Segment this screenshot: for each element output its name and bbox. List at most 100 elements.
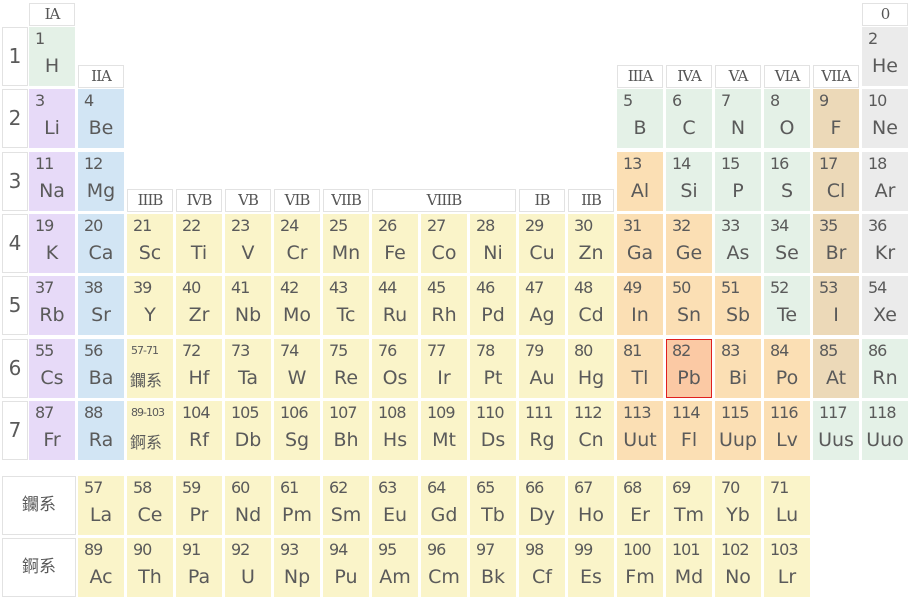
element-Fr[interactable]: 87 Fr — [29, 400, 75, 460]
element-Sm[interactable]: 62 Sm — [323, 476, 369, 535]
element-Y[interactable]: 39 Y — [127, 276, 173, 336]
element-Fm[interactable]: 100 Fm — [617, 538, 663, 597]
element-W[interactable]: 74 W — [274, 338, 320, 398]
element-Sr[interactable]: 38 Sr — [78, 276, 124, 336]
series-placeholder[interactable]: 57-71 鑭系 — [127, 338, 173, 398]
element-Br[interactable]: 35 Br — [813, 213, 859, 273]
element-Po[interactable]: 84 Po — [764, 338, 810, 398]
element-Sb[interactable]: 51 Sb — [715, 276, 761, 336]
element-Zr[interactable]: 40 Zr — [176, 276, 222, 336]
element-In[interactable]: 49 In — [617, 276, 663, 336]
element-Ra[interactable]: 88 Ra — [78, 400, 124, 460]
element-Ga[interactable]: 31 Ga — [617, 213, 663, 273]
element-Cn[interactable]: 112 Cn — [568, 400, 614, 460]
element-Cu[interactable]: 29 Cu — [519, 213, 565, 273]
element-Lu[interactable]: 71 Lu — [764, 476, 810, 535]
element-Be[interactable]: 4 Be — [78, 89, 124, 149]
element-Ce[interactable]: 58 Ce — [127, 476, 173, 535]
element-Tm[interactable]: 69 Tm — [666, 476, 712, 535]
element-Uus[interactable]: 117 Uus — [813, 400, 859, 460]
element-Pu[interactable]: 94 Pu — [323, 538, 369, 597]
element-Cl[interactable]: 17 Cl — [813, 151, 859, 211]
element-No[interactable]: 102 No — [715, 538, 761, 597]
element-Na[interactable]: 11 Na — [29, 151, 75, 211]
element-Pd[interactable]: 46 Pd — [470, 276, 516, 336]
element-Bk[interactable]: 97 Bk — [470, 538, 516, 597]
element-Co[interactable]: 27 Co — [421, 213, 467, 273]
element-Sc[interactable]: 21 Sc — [127, 213, 173, 273]
element-Ir[interactable]: 77 Ir — [421, 338, 467, 398]
element-Nd[interactable]: 60 Nd — [225, 476, 271, 535]
element-Tb[interactable]: 65 Tb — [470, 476, 516, 535]
series-placeholder[interactable]: 89-103 錒系 — [127, 400, 173, 460]
element-Nb[interactable]: 41 Nb — [225, 276, 271, 336]
element-Bi[interactable]: 83 Bi — [715, 338, 761, 398]
element-Re[interactable]: 75 Re — [323, 338, 369, 398]
element-Rg[interactable]: 111 Rg — [519, 400, 565, 460]
element-Cd[interactable]: 48 Cd — [568, 276, 614, 336]
element-Yb[interactable]: 70 Yb — [715, 476, 761, 535]
element-Uut[interactable]: 113 Uut — [617, 400, 663, 460]
element-Al[interactable]: 13 Al — [617, 151, 663, 211]
element-Fe[interactable]: 26 Fe — [372, 213, 418, 273]
element-Dy[interactable]: 66 Dy — [519, 476, 565, 535]
element-At[interactable]: 85 At — [813, 338, 859, 398]
element-U[interactable]: 92 U — [225, 538, 271, 597]
element-Np[interactable]: 93 Np — [274, 538, 320, 597]
element-Cs[interactable]: 55 Cs — [29, 338, 75, 398]
element-Pm[interactable]: 61 Pm — [274, 476, 320, 535]
element-Ac[interactable]: 89 Ac — [78, 538, 124, 597]
element-Lr[interactable]: 103 Lr — [764, 538, 810, 597]
element-Bh[interactable]: 107 Bh — [323, 400, 369, 460]
element-Os[interactable]: 76 Os — [372, 338, 418, 398]
element-Ho[interactable]: 67 Ho — [568, 476, 614, 535]
element-K[interactable]: 19 K — [29, 213, 75, 273]
element-Te[interactable]: 52 Te — [764, 276, 810, 336]
element-Hs[interactable]: 108 Hs — [372, 400, 418, 460]
element-Ne[interactable]: 10 Ne — [862, 89, 908, 149]
element-Mn[interactable]: 25 Mn — [323, 213, 369, 273]
element-Tl[interactable]: 81 Tl — [617, 338, 663, 398]
element-Pa[interactable]: 91 Pa — [176, 538, 222, 597]
element-He[interactable]: 2 He — [862, 27, 908, 86]
element-S[interactable]: 16 S — [764, 151, 810, 211]
element-As[interactable]: 33 As — [715, 213, 761, 273]
element-Se[interactable]: 34 Se — [764, 213, 810, 273]
element-Ar[interactable]: 18 Ar — [862, 151, 908, 211]
element-P[interactable]: 15 P — [715, 151, 761, 211]
element-Ta[interactable]: 73 Ta — [225, 338, 271, 398]
element-I[interactable]: 53 I — [813, 276, 859, 336]
element-Ba[interactable]: 56 Ba — [78, 338, 124, 398]
element-Eu[interactable]: 63 Eu — [372, 476, 418, 535]
element-Cf[interactable]: 98 Cf — [519, 538, 565, 597]
element-Th[interactable]: 90 Th — [127, 538, 173, 597]
element-Es[interactable]: 99 Es — [568, 538, 614, 597]
element-Am[interactable]: 95 Am — [372, 538, 418, 597]
element-Pb[interactable]: 82 Pb — [666, 338, 712, 398]
element-Pr[interactable]: 59 Pr — [176, 476, 222, 535]
element-Rh[interactable]: 45 Rh — [421, 276, 467, 336]
element-Si[interactable]: 14 Si — [666, 151, 712, 211]
element-Zn[interactable]: 30 Zn — [568, 213, 614, 273]
element-Sg[interactable]: 106 Sg — [274, 400, 320, 460]
element-Rn[interactable]: 86 Rn — [862, 338, 908, 398]
element-Uup[interactable]: 115 Uup — [715, 400, 761, 460]
element-Mt[interactable]: 109 Mt — [421, 400, 467, 460]
element-Mg[interactable]: 12 Mg — [78, 151, 124, 211]
element-Kr[interactable]: 36 Kr — [862, 213, 908, 273]
element-Lv[interactable]: 116 Lv — [764, 400, 810, 460]
element-Fl[interactable]: 114 Fl — [666, 400, 712, 460]
element-Db[interactable]: 105 Db — [225, 400, 271, 460]
element-Rf[interactable]: 104 Rf — [176, 400, 222, 460]
element-Md[interactable]: 101 Md — [666, 538, 712, 597]
element-Hf[interactable]: 72 Hf — [176, 338, 222, 398]
element-Au[interactable]: 79 Au — [519, 338, 565, 398]
element-Ca[interactable]: 20 Ca — [78, 213, 124, 273]
element-Ge[interactable]: 32 Ge — [666, 213, 712, 273]
